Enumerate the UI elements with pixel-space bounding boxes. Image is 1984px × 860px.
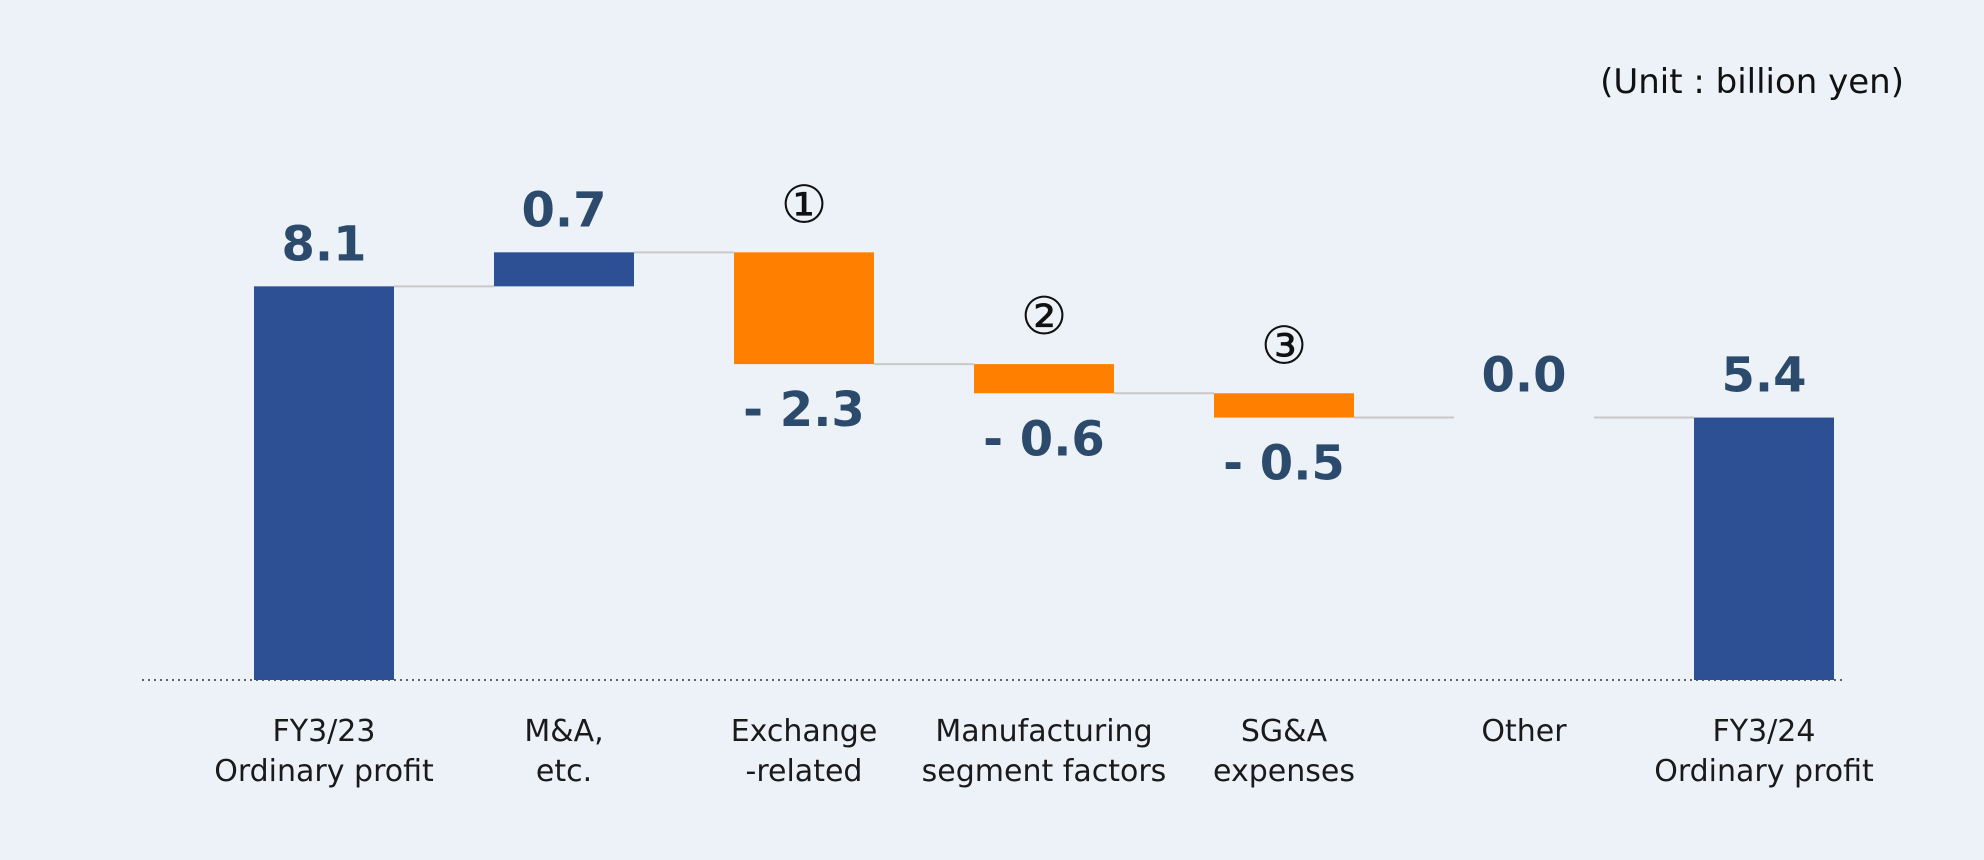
- bar-3: [734, 252, 874, 365]
- value-label-4: - 0.6: [983, 411, 1105, 467]
- category-label-5: SG&A: [1241, 714, 1328, 749]
- bar-5: [1214, 393, 1354, 418]
- unit-label: (Unit : billion yen): [1600, 62, 1904, 102]
- category-label-1: Ordinary profit: [214, 754, 434, 789]
- category-label-4: segment factors: [922, 754, 1167, 789]
- value-label-2: 0.7: [521, 182, 606, 238]
- marker-5: ③: [1261, 316, 1308, 376]
- bar-7: [1694, 417, 1834, 680]
- category-label-7: Ordinary profit: [1654, 754, 1874, 789]
- category-label-1: FY3/23: [273, 714, 376, 749]
- value-label-3: - 2.3: [743, 382, 865, 438]
- bar-2: [494, 252, 634, 287]
- marker-4: ②: [1021, 287, 1068, 347]
- value-label-7: 5.4: [1721, 348, 1806, 404]
- value-label-1: 8.1: [281, 216, 366, 272]
- category-label-5: expenses: [1213, 754, 1355, 789]
- category-label-6: Other: [1481, 714, 1567, 749]
- marker-3: ①: [781, 175, 828, 235]
- value-label-6: 0.0: [1481, 348, 1566, 404]
- category-label-3: -related: [746, 754, 863, 789]
- category-label-7: FY3/24: [1713, 714, 1816, 749]
- category-label-2: etc.: [536, 754, 592, 789]
- bar-1: [254, 286, 394, 680]
- bar-4: [974, 364, 1114, 394]
- value-label-5: - 0.5: [1223, 436, 1345, 492]
- category-label-2: M&A,: [524, 714, 603, 749]
- category-label-3: Exchange: [731, 714, 878, 749]
- category-label-4: Manufacturing: [935, 714, 1152, 749]
